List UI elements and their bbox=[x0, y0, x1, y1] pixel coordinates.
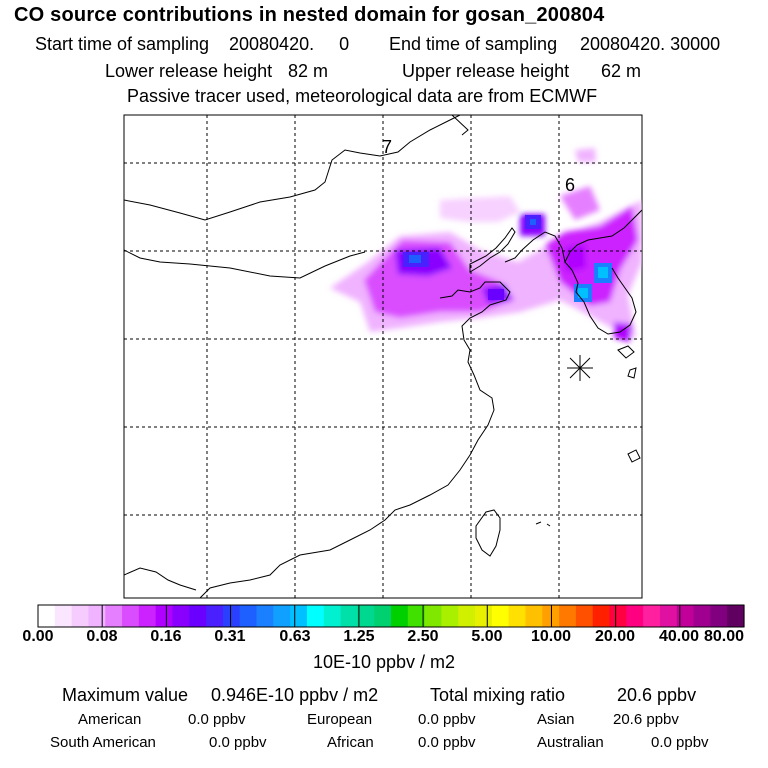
colorbar-frame bbox=[37, 604, 745, 628]
colorbar-swatch bbox=[105, 605, 123, 627]
colorbar-swatch bbox=[239, 605, 258, 627]
colorbar-swatch bbox=[676, 605, 695, 627]
colorbar-swatch bbox=[727, 605, 745, 627]
colorbar-swatch bbox=[340, 605, 358, 627]
colorbar-swatch bbox=[71, 605, 90, 627]
region-value: 0.0 ppbv bbox=[188, 711, 246, 728]
colorbar-swatch bbox=[575, 605, 594, 627]
colorbar-swatch bbox=[138, 605, 157, 627]
colorbar-swatch bbox=[441, 605, 459, 627]
colorbar-swatch bbox=[306, 605, 325, 627]
map-title: CO source contributions in nested domain… bbox=[14, 4, 605, 26]
colorbar-swatch bbox=[710, 605, 728, 627]
contribution-plume bbox=[330, 148, 642, 342]
colorbar-tick: 20.00 bbox=[594, 628, 636, 645]
colorbar-swatch bbox=[172, 605, 190, 627]
colorbar-swatch bbox=[491, 605, 510, 627]
region-name: European bbox=[307, 711, 373, 728]
colorbar-tick: 0.16 bbox=[150, 628, 182, 645]
colorbar-units: 10E-10 ppbv / m2 bbox=[312, 652, 456, 672]
colorbar-tick: 2.50 bbox=[407, 628, 439, 645]
colorbar-swatch bbox=[54, 605, 73, 627]
region-label-6: 6 bbox=[565, 175, 575, 195]
start-time-label: Start time of sampling bbox=[35, 34, 210, 54]
region-value: 0.0 ppbv bbox=[418, 734, 476, 751]
colorbar-swatch bbox=[290, 605, 308, 627]
end-time-label: End time of sampling bbox=[389, 34, 558, 54]
upper-height-label: Upper release height bbox=[402, 61, 570, 81]
colorbar-swatch bbox=[256, 605, 274, 627]
region-value: 0.0 ppbv bbox=[209, 734, 267, 751]
colorbar-swatch bbox=[559, 605, 577, 627]
colorbar-swatch bbox=[458, 605, 476, 627]
max-value-label: Maximum value bbox=[62, 685, 189, 705]
colorbar bbox=[38, 605, 745, 627]
region-label-7: 7 bbox=[382, 137, 392, 157]
region-value: 0.0 ppbv bbox=[418, 711, 476, 728]
colorbar-swatch bbox=[693, 605, 711, 627]
colorbar-swatch bbox=[38, 605, 56, 627]
colorbar-tick: 1.25 bbox=[343, 628, 375, 645]
colorbar-tick: 80.00 bbox=[703, 628, 745, 645]
colorbar-swatch bbox=[525, 605, 543, 627]
colorbar-swatch bbox=[407, 605, 426, 627]
colorbar-swatch bbox=[424, 605, 443, 627]
region-name: African bbox=[327, 734, 374, 751]
region-name: South American bbox=[50, 734, 156, 751]
colorbar-swatch bbox=[391, 605, 409, 627]
region-name: Australian bbox=[537, 734, 604, 751]
region-name: Asian bbox=[537, 711, 575, 728]
region-name: American bbox=[78, 711, 142, 728]
colorbar-tick: 0.00 bbox=[22, 628, 54, 645]
colorbar-tick: 0.31 bbox=[214, 628, 246, 645]
start-time-value: 20080420. 0 bbox=[229, 34, 350, 54]
colorbar-swatch bbox=[643, 605, 661, 627]
colorbar-swatch bbox=[206, 605, 224, 627]
coastlines bbox=[124, 115, 642, 598]
colorbar-swatch bbox=[222, 605, 241, 627]
colorbar-swatch bbox=[88, 605, 106, 627]
lower-height-value: 82 m bbox=[288, 61, 329, 81]
max-value: 0.946E-10 ppbv / m2 bbox=[211, 685, 379, 705]
colorbar-swatch bbox=[357, 605, 375, 627]
colorbar-swatch bbox=[122, 605, 140, 627]
colorbar-swatch bbox=[155, 605, 174, 627]
colorbar-tick: 0.63 bbox=[279, 628, 311, 645]
colorbar-swatch bbox=[592, 605, 611, 627]
tracer-info: Passive tracer used, meteorological data… bbox=[127, 86, 598, 106]
receptor-star-icon bbox=[567, 355, 593, 381]
region-value: 20.6 ppbv bbox=[613, 711, 679, 728]
colorbar-swatch bbox=[475, 605, 493, 627]
colorbar-swatch bbox=[374, 605, 392, 627]
total-mixing-label: Total mixing ratio bbox=[430, 685, 566, 705]
colorbar-swatch bbox=[508, 605, 527, 627]
colorbar-swatch bbox=[609, 605, 627, 627]
region-value: 0.0 ppbv bbox=[651, 734, 709, 751]
lower-height-label: Lower release height bbox=[105, 61, 273, 81]
colorbar-swatch bbox=[659, 605, 678, 627]
colorbar-swatch bbox=[189, 605, 207, 627]
colorbar-tick: 5.00 bbox=[471, 628, 503, 645]
lat-lon-grid bbox=[124, 115, 642, 598]
upper-height-value: 62 m bbox=[601, 61, 642, 81]
total-mixing-value: 20.6 ppbv bbox=[617, 685, 697, 705]
end-time-value: 20080420. 30000 bbox=[580, 34, 721, 54]
colorbar-swatch bbox=[323, 605, 342, 627]
colorbar-tick: 0.08 bbox=[86, 628, 118, 645]
colorbar-swatch bbox=[273, 605, 291, 627]
colorbar-tick: 10.00 bbox=[530, 628, 572, 645]
colorbar-swatch bbox=[626, 605, 644, 627]
colorbar-tick: 40.00 bbox=[658, 628, 700, 645]
